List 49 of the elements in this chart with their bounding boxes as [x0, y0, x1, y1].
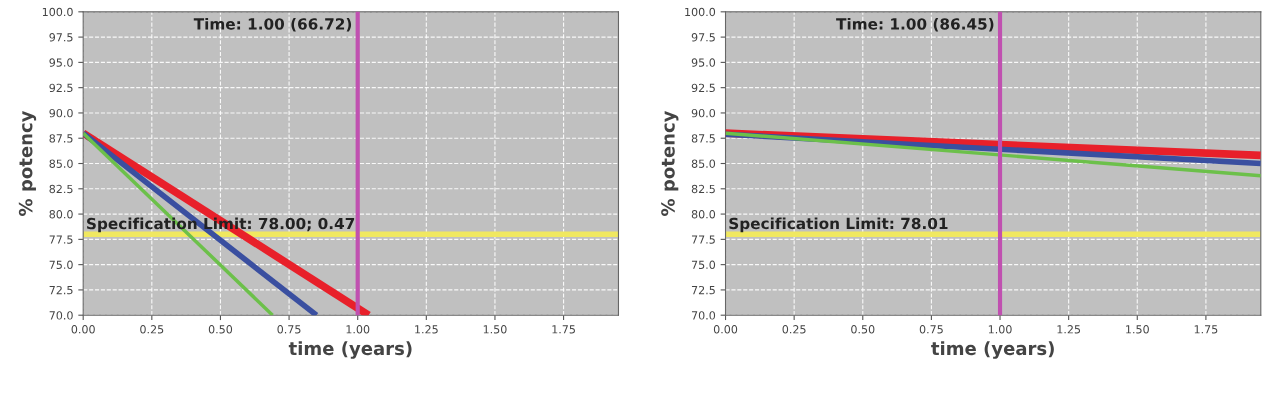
- y-tick-label: 95.0: [49, 58, 73, 67]
- x-tick-label: 0.50: [208, 325, 233, 334]
- y-axis-title: % potency: [18, 110, 37, 216]
- y-tick-label: 82.5: [49, 184, 73, 194]
- y-tick-label: 77.5: [49, 235, 73, 244]
- ref-line-label: Time: 1.00 (86.45): [836, 17, 994, 32]
- x-tick-label: 0.25: [782, 325, 806, 334]
- y-tick-label: 95.0: [691, 58, 716, 67]
- x-tick-label: 1.50: [483, 325, 507, 334]
- x-tick-label: 1.75: [552, 325, 575, 334]
- y-tick-label: 92.5: [691, 83, 715, 93]
- y-tick-label: 100.0: [42, 7, 73, 17]
- y-tick-label: 85.0: [49, 159, 73, 168]
- x-tick-label: 0.75: [277, 325, 301, 334]
- y-tick-label: 92.5: [49, 83, 73, 93]
- y-tick-label: 75.0: [49, 260, 73, 270]
- x-tick-label: 0.00: [71, 325, 95, 334]
- y-tick-label: 90.0: [691, 108, 716, 118]
- y-tick-label: 90.0: [49, 108, 73, 118]
- y-tick-label: 87.5: [691, 134, 715, 143]
- x-tick-label: 1.50: [1126, 325, 1149, 334]
- y-tick-label: 87.5: [49, 134, 73, 143]
- ref-line-label: Specification Limit: 78.01: [729, 217, 948, 233]
- x-tick-label: 0.25: [140, 325, 164, 334]
- y-tick-label: 70.0: [49, 311, 73, 320]
- y-tick-label: 77.5: [691, 235, 715, 244]
- x-tick-label: 1.00: [988, 325, 1012, 334]
- y-axis-title: % potency: [661, 110, 679, 216]
- x-tick-label: 0.75: [919, 325, 943, 334]
- y-tick-label: 97.5: [691, 33, 715, 42]
- x-axis-title: time (years): [931, 341, 1054, 359]
- x-axis-title: time (years): [288, 341, 412, 359]
- y-tick-label: 85.0: [691, 159, 716, 168]
- y-tick-label: 72.5: [49, 285, 73, 295]
- x-tick-label: 0.00: [713, 325, 738, 334]
- y-tick-label: 70.0: [691, 311, 716, 320]
- x-tick-label: 1.75: [1194, 325, 1218, 334]
- ref-line-label: Time: 1.00 (66.72): [193, 17, 352, 32]
- x-tick-label: 1.25: [1057, 325, 1081, 334]
- y-tick-label: 80.0: [691, 210, 716, 219]
- y-tick-label: 100.0: [685, 7, 716, 17]
- x-tick-label: 1.25: [415, 325, 438, 334]
- y-tick-label: 97.5: [49, 33, 73, 42]
- y-tick-label: 75.0: [691, 260, 716, 270]
- x-tick-label: 0.50: [851, 325, 875, 334]
- x-tick-label: 1.00: [346, 325, 370, 334]
- y-tick-label: 72.5: [691, 285, 715, 295]
- y-tick-label: 82.5: [691, 184, 715, 194]
- y-tick-label: 80.0: [49, 210, 73, 219]
